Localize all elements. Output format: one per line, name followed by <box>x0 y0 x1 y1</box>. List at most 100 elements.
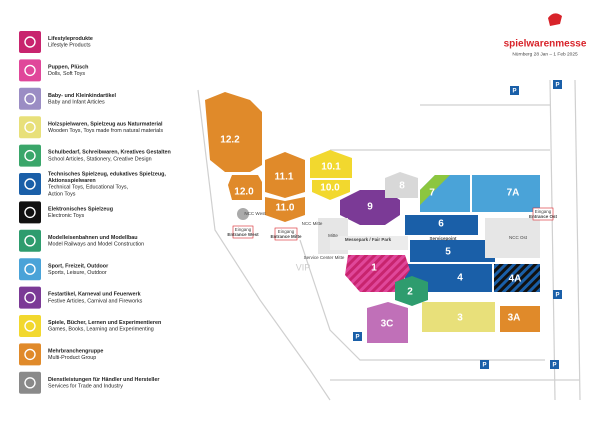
hall-shape <box>422 302 495 332</box>
legend-icon <box>19 116 41 139</box>
hall-labels: 12.2 12.0 11.1 11.0 10.1 10.0 9 8 7 7A 6… <box>220 135 521 330</box>
parking-label: P <box>482 363 486 369</box>
hall-label: 2 <box>407 287 413 298</box>
entrance-box <box>274 227 298 241</box>
place-labels: NCC West NCC Mitte NCC Ost Mitte Messepa… <box>244 211 527 272</box>
hall-label: 1 <box>371 263 377 274</box>
hall-label: 3A <box>508 313 521 324</box>
legend-subtitle: Festive Articles, Carnival and Fireworks <box>48 298 143 304</box>
logo: spielwarenmesse Nürnberg 28 Jan – 1 Feb … <box>504 13 587 57</box>
legend-title: Schulbedarf, Schreibwaren, Kreatives Ges… <box>48 150 171 156</box>
legend-icon-glyph <box>24 36 36 48</box>
legend-subtitle: Games, Books, Learning and Experimenting <box>48 327 154 333</box>
legend-subtitle: Electronic Toys <box>48 213 84 219</box>
entrance-de: Eingang <box>278 229 295 234</box>
hall-label: 12.0 <box>234 187 254 198</box>
legend-icon-glyph <box>24 178 36 190</box>
hall-label: 6 <box>438 219 444 230</box>
hall-shape <box>494 264 540 292</box>
park <box>330 236 408 250</box>
hall-shape <box>312 180 350 200</box>
legend-icon-glyph <box>24 149 36 162</box>
legend-title: Modelleisenbahnen und Modellbau <box>48 235 138 241</box>
place-label: Service Center Mitte <box>304 255 345 260</box>
legend-icon-glyph <box>24 93 36 105</box>
hall-label: 4A <box>509 274 522 285</box>
halls <box>205 92 540 343</box>
hall-shape <box>228 175 262 200</box>
legend-icon-glyph <box>24 263 36 275</box>
legend-subtitle: Lifestyle Products <box>48 43 91 49</box>
entrance-en: Entrance Mitte <box>270 234 302 239</box>
parking-sign <box>353 332 362 341</box>
legend-icon-glyph <box>24 235 36 247</box>
legend-subtitle: Action Toys <box>48 191 76 197</box>
legend-icon <box>19 31 41 53</box>
entrances: Eingang Entrance West Eingang Entrance M… <box>227 207 558 241</box>
legend-icon <box>19 286 41 309</box>
hall-label: 10.0 <box>320 183 340 194</box>
entrance-box <box>532 207 554 221</box>
rotunda <box>237 208 249 220</box>
entrance-de: Eingang <box>535 209 552 214</box>
hall-accent <box>420 175 450 205</box>
parking-label: P <box>555 293 559 299</box>
legend-title: Elektronisches Spielzeug <box>48 207 113 213</box>
hall-label: 10.1 <box>321 162 341 173</box>
legend-title: Mehrbranchengruppe <box>48 349 103 355</box>
legend-subtitle: Technical Toys, Educational Toys, <box>48 185 129 191</box>
parking-sign <box>480 360 489 369</box>
hall-shape <box>345 255 410 292</box>
legend-title: Sport, Freizeit, Outdoor <box>48 263 109 269</box>
legend-icon <box>19 173 41 195</box>
brand: spielwarenmesse <box>504 39 587 50</box>
legend-subtitle: Multi-Product Group <box>48 355 96 361</box>
hall-label: 4 <box>457 273 463 284</box>
legend-icon <box>19 343 41 366</box>
legend-subtitle: Wooden Toys, Toys made from natural mate… <box>48 128 163 134</box>
legend-title: Holzspielwaren, Spielzeug aus Naturmater… <box>48 121 163 127</box>
legend-subtitle: Dolls, Soft Toys <box>48 71 85 77</box>
hall-label: 5 <box>445 247 451 258</box>
legend-subtitle: Services for Trade and Industry <box>48 384 123 390</box>
legend-subtitle: School Articles, Stationery, Creative De… <box>48 156 152 162</box>
hall-shape <box>265 152 305 198</box>
place-label: NCC Mitte <box>302 221 323 226</box>
place-label: NCC Ost <box>509 235 528 240</box>
hall-shape <box>265 197 305 222</box>
parking-label: P <box>512 89 516 95</box>
place-label: Servicepoint <box>429 236 457 241</box>
legend-icon-glyph <box>24 291 36 304</box>
legend-subtitle: Sports, Leisure, Outdoor <box>48 270 107 276</box>
hall-shape <box>310 150 352 178</box>
legend-icon <box>19 87 41 110</box>
legend-icon <box>19 371 41 394</box>
legend-icon <box>19 201 41 224</box>
legend-title: Festartikel, Karneval und Feuerwerk <box>48 292 141 298</box>
hall-shape <box>405 215 478 235</box>
dates: Nürnberg 28 Jan – 1 Feb 2025 <box>512 51 578 57</box>
hall-shape <box>500 306 540 332</box>
entrance-box <box>232 225 254 239</box>
legend-subtitle: Model Railways and Model Construction <box>48 242 144 248</box>
hall-label: 8 <box>399 181 405 192</box>
legend-title: Baby- und Kleinkindartikel <box>48 93 116 99</box>
legend-icon-glyph <box>24 64 36 77</box>
hall-shape <box>205 92 262 172</box>
legend-title: Puppen, Plüsch <box>48 65 88 71</box>
parking-label: P <box>555 83 559 89</box>
hall-shape <box>340 190 400 225</box>
hall-shape <box>385 172 418 198</box>
legend-title: Lifestyleprodukte <box>48 36 93 42</box>
hall-label: 7A <box>507 188 520 199</box>
legend-title: Spiele, Bücher, Lernen und Experimentier… <box>48 320 161 326</box>
roads <box>197 79 581 401</box>
legend-icon <box>19 229 41 252</box>
entrance-en: Entrance Ost <box>529 214 558 219</box>
parking-sign <box>550 360 559 369</box>
legend-icon-glyph <box>24 121 36 133</box>
hall-label: 11.1 <box>275 172 294 183</box>
legend-title: Technisches Spielzeug, edukatives Spielz… <box>48 172 166 178</box>
